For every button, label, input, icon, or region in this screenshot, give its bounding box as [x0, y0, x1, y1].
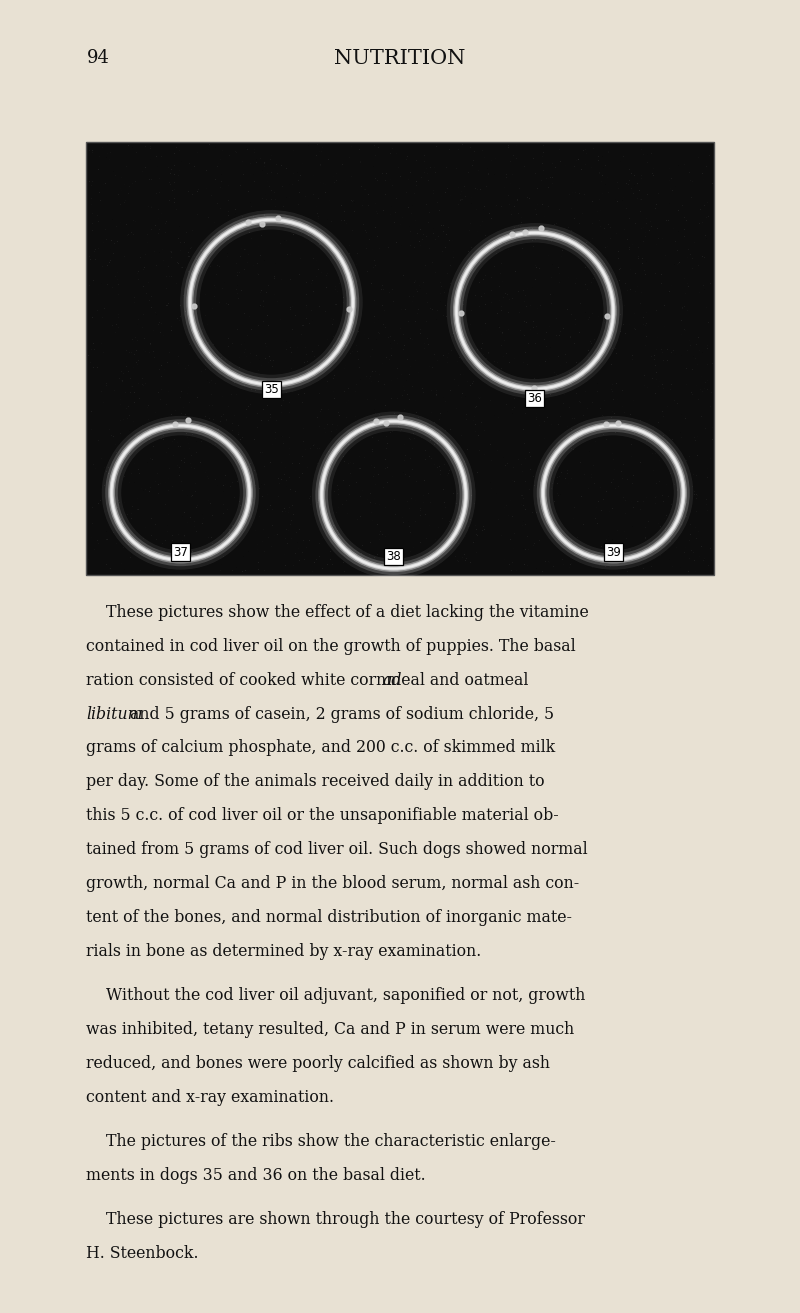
Text: grams of calcium phosphate, and 200 c.c. of skimmed milk: grams of calcium phosphate, and 200 c.c.…	[86, 739, 556, 756]
Text: 35: 35	[264, 383, 278, 397]
Text: Without the cod liver oil adjuvant, saponified or not, growth: Without the cod liver oil adjuvant, sapo…	[86, 987, 586, 1004]
Text: libitum: libitum	[86, 705, 143, 722]
Text: ments in dogs 35 and 36 on the basal diet.: ments in dogs 35 and 36 on the basal die…	[86, 1167, 426, 1184]
Text: 36: 36	[527, 391, 542, 404]
Text: NUTRITION: NUTRITION	[334, 49, 466, 67]
Text: per day. Some of the animals received daily in addition to: per day. Some of the animals received da…	[86, 773, 545, 790]
Text: tained from 5 grams of cod liver oil. Such dogs showed normal: tained from 5 grams of cod liver oil. Su…	[86, 842, 588, 859]
Text: growth, normal Ca and P in the blood serum, normal ash con-: growth, normal Ca and P in the blood ser…	[86, 874, 580, 892]
Text: rials in bone as determined by x-ray examination.: rials in bone as determined by x-ray exa…	[86, 943, 482, 960]
Text: this 5 c.c. of cod liver oil or the unsaponifiable material ob-: this 5 c.c. of cod liver oil or the unsa…	[86, 807, 559, 825]
Text: ration consisted of cooked white cornmeal and oatmeal: ration consisted of cooked white cornmea…	[86, 672, 534, 689]
Text: reduced, and bones were poorly calcified as shown by ash: reduced, and bones were poorly calcified…	[86, 1054, 550, 1071]
Text: content and x-ray examination.: content and x-ray examination.	[86, 1088, 334, 1106]
Text: 94: 94	[86, 49, 110, 67]
Text: 37: 37	[173, 545, 188, 558]
Text: was inhibited, tetany resulted, Ca and P in serum were much: was inhibited, tetany resulted, Ca and P…	[86, 1022, 574, 1039]
Bar	[86, 142, 714, 575]
Text: These pictures are shown through the courtesy of Professor: These pictures are shown through the cou…	[86, 1212, 586, 1229]
Text: ad: ad	[382, 672, 402, 689]
Text: H. Steenbock.: H. Steenbock.	[86, 1245, 199, 1262]
Text: and 5 grams of casein, 2 grams of sodium chloride, 5: and 5 grams of casein, 2 grams of sodium…	[125, 705, 554, 722]
Text: 39: 39	[606, 545, 621, 558]
Text: contained in cod liver oil on the growth of puppies. The basal: contained in cod liver oil on the growth…	[86, 638, 576, 655]
Text: tent of the bones, and normal distribution of inorganic mate-: tent of the bones, and normal distributi…	[86, 909, 573, 926]
Text: 38: 38	[386, 550, 401, 563]
Text: The pictures of the ribs show the characteristic enlarge-: The pictures of the ribs show the charac…	[86, 1133, 556, 1150]
Text: These pictures show the effect of a diet lacking the vitamine: These pictures show the effect of a diet…	[86, 604, 589, 621]
